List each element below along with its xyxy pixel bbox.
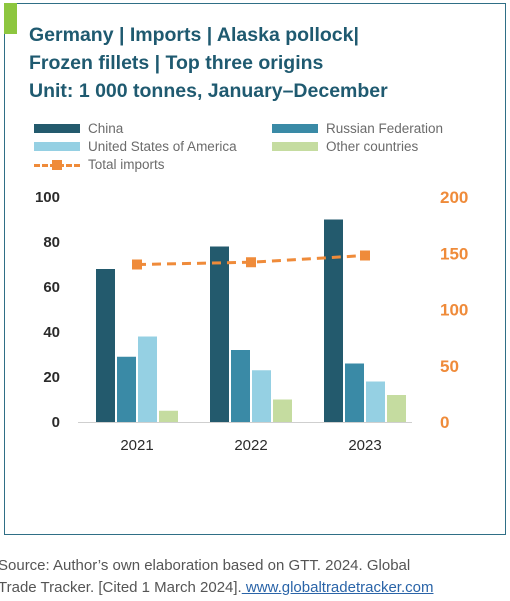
total-imports-point-2021 [132, 259, 142, 270]
bar-other-2022 [273, 399, 292, 422]
legend-swatch-other [272, 142, 318, 151]
bar-russia-2022 [231, 350, 250, 422]
y-right-tick-label: 100 [440, 301, 468, 320]
legend-swatch-total [34, 159, 80, 171]
chart-plot: 0 20 40 60 80 100 0 50 100 150 200 2021 2022 2023 [35, 188, 468, 454]
legend-label-russia: Russian Federation [326, 121, 444, 136]
legend-swatch-usa [34, 142, 80, 151]
legend-swatch-russia [272, 124, 318, 133]
title-line-2: Frozen fillets | Top three origins [29, 52, 324, 74]
bar-other-2021 [159, 410, 178, 422]
y-left-tick-label: 60 [43, 279, 60, 296]
bar-china-2023 [324, 219, 343, 422]
source-note: Source: Author’s own elaboration based o… [0, 555, 433, 599]
accent-bar [4, 3, 17, 34]
bar-other-2023 [387, 395, 406, 422]
y-right-tick-label: 150 [440, 244, 468, 263]
x-tick-label: 2022 [234, 437, 267, 454]
legend-item-other: Other countries [272, 139, 418, 154]
legend-label-other: Other countries [326, 139, 419, 154]
source-citation: Trade Tracker. [Cited 1 March 2024]. [0, 579, 242, 596]
bar-china-2021 [96, 269, 115, 422]
legend-item-usa: United States of America [34, 139, 237, 154]
legend-item-china: China [34, 121, 123, 136]
legend: China Russian Federation United States o… [34, 121, 494, 177]
title-line-3: Unit: 1 000 tonnes, January–December [29, 80, 388, 102]
bar-china-2022 [210, 246, 229, 422]
legend-item-russia: Russian Federation [272, 121, 443, 136]
y-left-tick-label: 20 [43, 369, 60, 386]
title-line-1: Germany | Imports | Alaska pollock| [29, 24, 359, 46]
legend-item-total: Total imports [34, 157, 165, 172]
total-imports-line [136, 254, 366, 266]
bar-usa-2023 [366, 381, 385, 422]
total-imports-point-2022 [246, 257, 256, 268]
y-left-tick-label: 40 [43, 324, 60, 341]
bar-russia-2021 [117, 356, 136, 422]
source-link[interactable]: www.globaltradetracker.com [241, 579, 434, 596]
legend-label-china: China [88, 121, 124, 136]
chart-card [4, 3, 506, 535]
y-right-tick-label: 0 [440, 413, 449, 432]
source-line-2: Trade Tracker. [Cited 1 March 2024]. www… [0, 577, 433, 599]
total-imports-point-2023 [360, 250, 370, 261]
legend-label-total: Total imports [88, 157, 165, 172]
x-tick-label: 2023 [348, 437, 381, 454]
legend-swatch-china [34, 124, 80, 133]
x-tick-label: 2021 [120, 437, 153, 454]
bar-usa-2022 [252, 370, 271, 422]
y-right-tick-label: 50 [440, 357, 459, 376]
y-left-tick-label: 0 [52, 414, 60, 431]
source-line-1: Source: Author’s own elaboration based o… [0, 557, 411, 574]
bar-usa-2021 [138, 336, 157, 422]
y-left-tick-label: 100 [35, 189, 60, 206]
y-right-tick-label: 200 [440, 188, 468, 207]
bar-russia-2023 [345, 363, 364, 422]
chart-title: Germany | Imports | Alaska pollock| Froz… [29, 21, 388, 105]
y-left-tick-label: 80 [43, 234, 60, 251]
legend-label-usa: United States of America [88, 139, 237, 154]
